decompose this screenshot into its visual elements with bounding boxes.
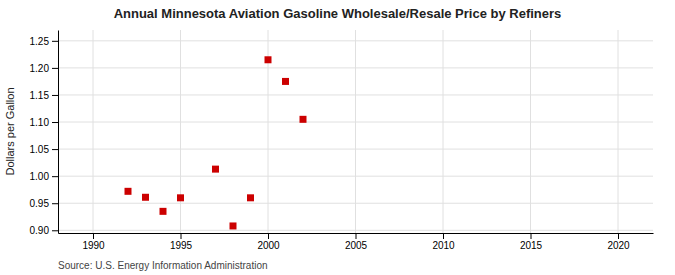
y-tick-mark	[52, 122, 58, 123]
x-tick-label: 1990	[82, 240, 105, 251]
x-tick-mark	[356, 233, 357, 239]
y-tick-label: 1.15	[30, 90, 50, 101]
source: Source: U.S. Energy Information Administ…	[58, 260, 268, 271]
x-tick-mark	[268, 233, 269, 239]
y-tick: 1.10	[30, 117, 58, 128]
x-tick-label: 2020	[607, 240, 630, 251]
x-tick-mark	[181, 233, 182, 239]
y-tick-label: 1.25	[30, 36, 50, 47]
point	[247, 194, 254, 201]
chart: 1990 1995 2000 2005 2010 2015 2020 0.90 0.95 1.00…	[0, 0, 675, 275]
y-tick-mark	[52, 230, 58, 231]
x-tick: 1995	[170, 233, 193, 251]
x-tick-mark	[443, 233, 444, 239]
y-tick-label: 0.95	[30, 198, 50, 209]
x-tick-label: 1995	[170, 240, 193, 251]
grid-line-y	[58, 230, 653, 231]
grid	[58, 30, 653, 233]
x-tick: 2015	[520, 233, 543, 251]
y-tick: 1.15	[30, 90, 58, 101]
grid-line-x	[180, 30, 181, 233]
x-tick: 2010	[432, 233, 455, 251]
grid-line-y	[58, 122, 653, 123]
y-tick-mark	[52, 68, 58, 69]
x-tick-label: 2005	[345, 240, 368, 251]
x-tick-label: 2015	[520, 240, 543, 251]
y-tick-label: 1.10	[30, 117, 50, 128]
grid-line-x	[93, 30, 94, 233]
point	[282, 78, 289, 85]
point	[265, 56, 272, 63]
x-tick: 2005	[345, 233, 368, 251]
grid-line-x	[443, 30, 444, 233]
x-tick-label: 2000	[257, 240, 280, 251]
point	[142, 194, 149, 201]
grid-line-y	[58, 94, 653, 95]
y-tick-mark	[52, 41, 58, 42]
y-tick: 1.00	[30, 171, 58, 182]
grid-line-y	[58, 203, 653, 204]
x-tick-mark	[93, 233, 94, 239]
point	[177, 194, 184, 201]
y-tick-label: 0.90	[30, 225, 50, 236]
grid-line-y	[58, 67, 653, 68]
point	[230, 222, 237, 229]
y-tick-label: 1.20	[30, 63, 50, 74]
y-tick: 0.95	[30, 198, 58, 209]
y-tick-mark	[52, 176, 58, 177]
x-axis: 1990 1995 2000 2005 2010 2015 2020	[59, 233, 654, 251]
x-tick-label: 2010	[432, 240, 455, 251]
grid-line-y	[58, 149, 653, 150]
y-tick: 0.90	[30, 225, 58, 236]
y-tick-mark	[52, 203, 58, 204]
x-tick-mark	[531, 233, 532, 239]
point	[212, 166, 219, 173]
y-tick-label: 1.00	[30, 171, 50, 182]
y-tick: 1.25	[30, 36, 58, 47]
plot: 1990 1995 2000 2005 2010 2015 2020 0.90 0.95 1.00…	[30, 30, 654, 251]
grid-line-y	[58, 176, 653, 177]
grid-line-x	[355, 30, 356, 233]
point	[160, 208, 167, 215]
y-tick: 1.20	[30, 63, 58, 74]
x-tick: 1990	[82, 233, 105, 251]
y-tick-mark	[52, 95, 58, 96]
y-tick: 1.05	[30, 144, 58, 155]
x-tick: 2020	[607, 233, 630, 251]
point	[125, 188, 132, 195]
x-tick: 2000	[257, 233, 280, 251]
x-tick-mark	[618, 233, 619, 239]
y-axis-line	[58, 31, 59, 234]
grid-line-y	[58, 40, 653, 41]
y-tick-label: 1.05	[30, 144, 50, 155]
points	[125, 56, 307, 229]
title: Annual Minnesota Aviation Gasoline Whole…	[114, 6, 562, 21]
grid-line-x	[530, 30, 531, 233]
grid-line-x	[618, 30, 619, 233]
y-axis-title: Dollars per Gallon	[4, 87, 16, 175]
y-axis: 0.90 0.95 1.00 1.05 1.10 1.15 1.20 1.25	[30, 31, 59, 236]
point	[300, 116, 307, 123]
y-tick-mark	[52, 149, 58, 150]
